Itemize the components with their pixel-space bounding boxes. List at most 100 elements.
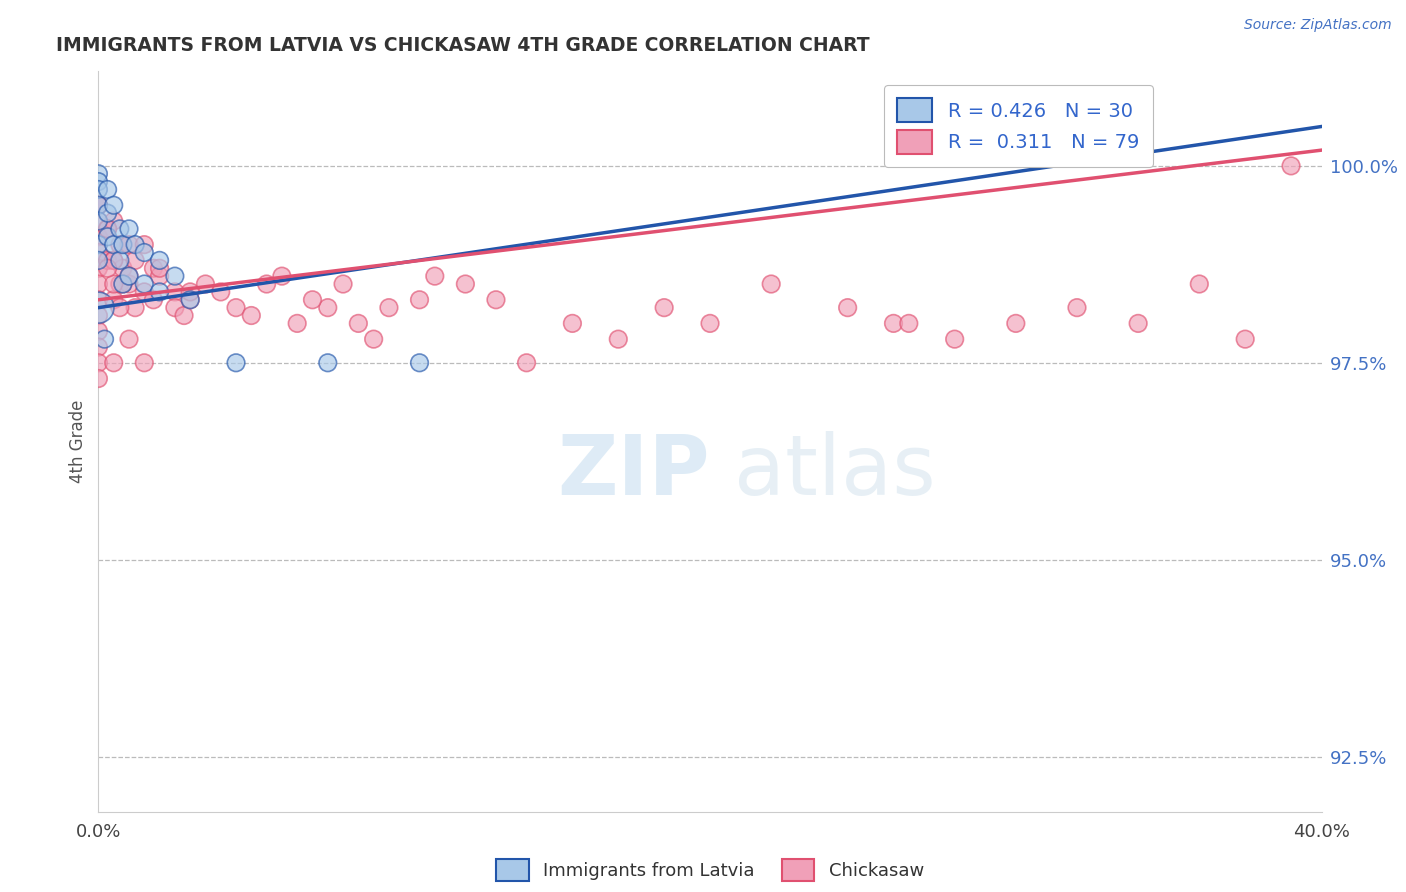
Point <box>1128 317 1150 331</box>
Point <box>142 293 165 307</box>
Point <box>240 309 263 323</box>
Point <box>97 206 120 220</box>
Point <box>103 214 125 228</box>
Point <box>163 301 186 315</box>
Point <box>134 356 156 370</box>
Point <box>134 277 156 291</box>
Point <box>87 245 110 260</box>
Point <box>316 301 339 315</box>
Point <box>87 277 110 291</box>
Point <box>163 269 186 284</box>
Point <box>103 277 125 291</box>
Point <box>897 317 920 331</box>
Point <box>108 253 131 268</box>
Point <box>516 356 538 370</box>
Point <box>124 237 146 252</box>
Point <box>97 229 120 244</box>
Point <box>87 237 110 252</box>
Point <box>699 317 721 331</box>
Point <box>87 309 110 323</box>
Point <box>87 261 110 276</box>
Point <box>194 277 217 291</box>
Point <box>87 301 110 315</box>
Point <box>179 293 201 307</box>
Point <box>97 182 120 196</box>
Point <box>111 277 134 291</box>
Point <box>118 332 141 346</box>
Point <box>209 285 232 299</box>
Point <box>761 277 783 291</box>
Point <box>1066 301 1088 315</box>
Point <box>108 277 131 291</box>
Point <box>103 356 125 370</box>
Point <box>87 198 110 212</box>
Point <box>124 301 146 315</box>
Point <box>652 301 675 315</box>
Point <box>173 309 195 323</box>
Point <box>87 340 110 354</box>
Point <box>97 253 120 268</box>
Point <box>93 332 115 346</box>
Text: ZIP: ZIP <box>558 431 710 512</box>
Point <box>87 324 110 338</box>
Point <box>87 371 110 385</box>
Point <box>149 261 172 276</box>
Point <box>103 293 125 307</box>
Point <box>943 332 966 346</box>
Point <box>179 293 201 307</box>
Point <box>1188 277 1211 291</box>
Point <box>108 237 131 252</box>
Point <box>118 269 141 284</box>
Point <box>332 277 354 291</box>
Point <box>149 285 172 299</box>
Point <box>837 301 859 315</box>
Point <box>124 253 146 268</box>
Point <box>87 229 110 244</box>
Text: atlas: atlas <box>734 431 936 512</box>
Legend: Immigrants from Latvia, Chickasaw: Immigrants from Latvia, Chickasaw <box>489 851 931 888</box>
Point <box>87 356 110 370</box>
Point <box>103 237 125 252</box>
Point <box>134 237 156 252</box>
Point <box>97 222 120 236</box>
Point <box>87 253 110 268</box>
Point <box>87 175 110 189</box>
Point <box>111 237 134 252</box>
Y-axis label: 4th Grade: 4th Grade <box>69 400 87 483</box>
Point <box>103 253 125 268</box>
Point <box>347 317 370 331</box>
Point <box>454 277 477 291</box>
Point <box>285 317 308 331</box>
Point <box>118 269 141 284</box>
Text: IMMIGRANTS FROM LATVIA VS CHICKASAW 4TH GRADE CORRELATION CHART: IMMIGRANTS FROM LATVIA VS CHICKASAW 4TH … <box>56 36 870 54</box>
Point <box>378 301 401 315</box>
Point <box>87 167 110 181</box>
Point <box>87 214 110 228</box>
Point <box>485 293 508 307</box>
Point <box>118 277 141 291</box>
Point <box>149 269 172 284</box>
Point <box>108 301 131 315</box>
Point <box>1279 159 1302 173</box>
Point <box>256 277 278 291</box>
Point <box>103 198 125 212</box>
Point <box>111 261 134 276</box>
Point <box>179 285 201 299</box>
Point <box>87 182 110 196</box>
Point <box>87 293 110 307</box>
Point <box>408 293 430 307</box>
Point <box>134 245 156 260</box>
Point <box>149 253 172 268</box>
Point <box>87 198 110 212</box>
Point <box>316 356 339 370</box>
Point <box>87 198 110 212</box>
Point <box>118 237 141 252</box>
Point <box>97 222 120 236</box>
Point <box>363 332 385 346</box>
Point <box>225 301 247 315</box>
Point <box>225 356 247 370</box>
Point <box>561 317 583 331</box>
Point <box>97 261 120 276</box>
Point <box>883 317 905 331</box>
Point <box>142 261 165 276</box>
